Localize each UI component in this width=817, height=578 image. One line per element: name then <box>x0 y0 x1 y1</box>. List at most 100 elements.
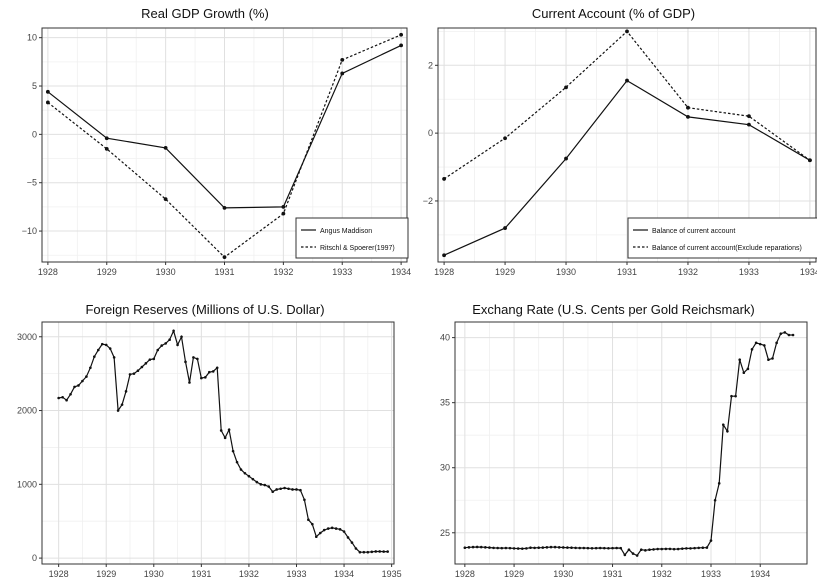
x-tick-label: 1934 <box>750 569 770 578</box>
data-point <box>808 158 812 163</box>
data-point <box>263 483 267 487</box>
data-point <box>668 547 672 551</box>
data-point <box>442 253 446 258</box>
x-tick-label: 1932 <box>239 569 259 578</box>
data-point <box>160 344 164 347</box>
data-point <box>346 536 350 539</box>
data-point <box>598 546 602 550</box>
x-tick-label: 1931 <box>617 267 637 277</box>
data-point <box>463 546 467 550</box>
current-account-chart: 1928 1929 1930 1931 1932 1933 1934 2 0 −2 Balance … <box>423 27 817 277</box>
data-point <box>747 114 751 119</box>
data-point <box>742 371 746 375</box>
x-tick-label: 1931 <box>191 569 211 578</box>
data-point <box>503 136 507 141</box>
data-point <box>549 545 553 549</box>
data-point <box>697 546 700 550</box>
data-point <box>721 423 725 427</box>
data-point <box>295 488 298 491</box>
data-point <box>196 357 199 361</box>
data-point <box>625 78 629 83</box>
data-point <box>259 483 263 486</box>
data-point <box>362 550 366 554</box>
data-point <box>287 487 290 491</box>
data-point <box>184 360 187 364</box>
data-point <box>611 546 614 550</box>
data-point <box>791 333 795 337</box>
data-point <box>442 177 446 181</box>
data-point <box>553 545 557 549</box>
data-point <box>180 335 183 339</box>
data-point <box>370 550 374 554</box>
chart-title: Exchang Rate (U.S. Cents per Gold Reichs… <box>472 302 755 317</box>
data-point <box>399 43 404 48</box>
data-point <box>758 342 762 346</box>
data-point <box>783 331 787 334</box>
data-point <box>660 547 664 551</box>
data-point <box>672 547 676 551</box>
data-point <box>686 105 690 110</box>
data-point <box>65 398 68 402</box>
data-point <box>475 545 479 549</box>
data-point <box>163 146 168 150</box>
data-point <box>467 546 471 549</box>
data-point <box>754 341 758 345</box>
data-point <box>311 522 314 526</box>
data-point <box>358 550 362 554</box>
data-point <box>557 546 561 549</box>
data-point <box>520 547 524 550</box>
data-point <box>615 546 618 550</box>
x-tick-label: 1932 <box>678 267 698 277</box>
data-point <box>132 372 136 375</box>
x-tick-label: 1932 <box>652 569 672 578</box>
y-tick-label: 0 <box>32 553 37 563</box>
plot-border <box>454 321 808 565</box>
foreign-reserves-chart: 1928 1929 1930 1931 1932 1933 1934 1935 0 1000 200… <box>17 321 402 578</box>
legend-label: Balance of current account(Exclude repar… <box>652 245 802 252</box>
data-point <box>717 482 721 485</box>
x-tick-label: 1928 <box>49 569 69 578</box>
x-tick-label: 1929 <box>96 569 116 578</box>
data-point <box>726 429 729 433</box>
data-point <box>648 548 651 551</box>
y-tick-label: −10 <box>22 226 37 236</box>
data-point <box>496 546 499 550</box>
data-point <box>338 528 342 531</box>
data-point <box>686 114 690 119</box>
data-point <box>168 338 171 342</box>
data-point <box>148 358 152 361</box>
data-point <box>685 547 688 550</box>
data-point <box>652 548 655 551</box>
data-point <box>664 547 668 551</box>
data-point <box>738 358 742 362</box>
data-point <box>85 375 88 378</box>
x-tick-label: 1928 <box>455 569 475 578</box>
data-point <box>81 379 84 383</box>
y-tick-label: 2 <box>428 60 433 70</box>
data-point <box>566 546 569 549</box>
data-point <box>529 546 532 550</box>
chart-title: Real GDP Growth (%) <box>141 6 269 21</box>
data-point <box>382 550 385 553</box>
x-tick-label: 1928 <box>434 267 454 277</box>
chart-title: Current Account (% of GDP) <box>531 6 696 21</box>
data-point <box>775 341 778 345</box>
data-point <box>734 394 737 398</box>
data-point <box>386 550 389 553</box>
x-tick-label: 1930 <box>156 267 176 277</box>
exchange-rate-panel: Exchang Rate (U.S. Cents per Gold Reichs… <box>410 290 817 578</box>
legend-label: Balance of current account <box>652 228 735 235</box>
gdp-growth-chart: 1928 1929 1930 1931 1932 1933 1934 10 5 0 −5 −10 Ang… <box>22 27 411 277</box>
legend-label: Angus Maddison <box>320 228 372 235</box>
data-point <box>639 548 643 551</box>
data-point <box>680 547 684 550</box>
chart-title: Foreign Reserves (Millions of U.S. Dolla… <box>85 302 325 317</box>
x-tick-label: 1928 <box>38 267 58 277</box>
data-point <box>730 394 733 398</box>
data-point <box>484 546 487 549</box>
data-point <box>771 357 774 360</box>
legend-box <box>295 217 409 259</box>
exchange-rate-chart: 1928 1929 1930 1931 1932 1933 1934 25 30 35 40 <box>440 321 808 578</box>
data-point <box>192 356 195 359</box>
data-point <box>136 369 140 372</box>
